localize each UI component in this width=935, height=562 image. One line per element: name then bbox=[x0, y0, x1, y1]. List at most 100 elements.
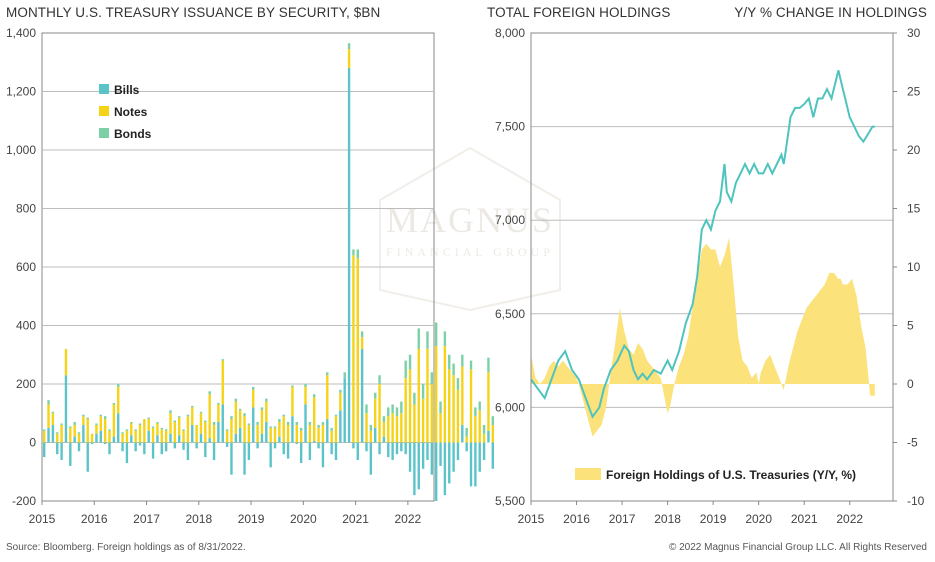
bar-notes bbox=[60, 424, 63, 443]
bar-bonds bbox=[204, 420, 207, 423]
bar-bills bbox=[64, 375, 68, 443]
y2-tick-label: 0 bbox=[907, 377, 914, 391]
bar-bonds bbox=[282, 414, 285, 417]
bar-bills bbox=[234, 433, 238, 443]
bar-notes bbox=[360, 337, 364, 349]
bar-bonds bbox=[269, 426, 272, 428]
bar-notes bbox=[308, 424, 312, 443]
bar-notes bbox=[117, 386, 120, 414]
bar-bonds bbox=[252, 386, 255, 390]
bar-notes bbox=[421, 398, 425, 443]
y2-tick-label: -10 bbox=[907, 494, 925, 508]
bar-bonds bbox=[191, 405, 194, 408]
bar-bills bbox=[151, 442, 155, 459]
bar-bonds bbox=[308, 422, 312, 425]
bar-notes bbox=[269, 427, 272, 443]
bar-bonds bbox=[95, 423, 98, 425]
bar-bonds bbox=[286, 422, 290, 425]
bar-bonds bbox=[221, 359, 224, 361]
bar-notes bbox=[199, 413, 203, 434]
bar-bills bbox=[160, 442, 163, 455]
footer-copyright: © 2022 Magnus Financial Group LLC. All R… bbox=[668, 542, 927, 553]
bar-bills bbox=[112, 436, 116, 443]
right-chart-title: TOTAL FOREIGN HOLDINGS bbox=[487, 5, 671, 20]
bar-notes bbox=[95, 424, 98, 434]
bar-bonds bbox=[295, 422, 298, 425]
bar-notes bbox=[395, 416, 399, 443]
bar-bills bbox=[191, 424, 194, 443]
bar-bonds bbox=[151, 426, 155, 428]
bar-bills bbox=[330, 442, 333, 455]
bar-notes bbox=[334, 416, 338, 443]
bar-notes bbox=[204, 422, 207, 443]
bar-bonds bbox=[260, 407, 264, 411]
bar-bills bbox=[42, 442, 46, 458]
bar-bills bbox=[421, 442, 425, 469]
legend-swatch-notes bbox=[99, 106, 109, 116]
legend-swatch-bills bbox=[99, 84, 109, 94]
bar-bonds bbox=[478, 401, 481, 411]
bar-bills bbox=[391, 442, 394, 461]
bar-bills bbox=[278, 436, 281, 443]
bar-bonds bbox=[430, 372, 434, 384]
bar-bills bbox=[434, 442, 438, 501]
x-tick-label: 2015 bbox=[518, 512, 545, 526]
bar-bonds bbox=[199, 411, 203, 414]
bar-bills bbox=[138, 442, 142, 446]
bar-notes bbox=[387, 416, 390, 443]
bar-bonds bbox=[103, 416, 107, 420]
x-tick-label: 2021 bbox=[342, 512, 369, 526]
x-tick-label: 2020 bbox=[745, 512, 772, 526]
bar-bills bbox=[304, 404, 307, 443]
bar-notes bbox=[64, 348, 68, 376]
bar-bills bbox=[299, 442, 303, 463]
y2-tick-label: -5 bbox=[907, 436, 918, 450]
bar-bills bbox=[230, 442, 233, 475]
bar-notes bbox=[313, 397, 316, 442]
bar-notes bbox=[299, 430, 303, 443]
watermark-text: MAGNUS bbox=[386, 200, 554, 240]
bar-notes bbox=[103, 419, 107, 443]
x-tick-label: 2017 bbox=[609, 512, 636, 526]
bar-bills bbox=[108, 442, 111, 455]
bar-bills bbox=[265, 422, 268, 443]
bar-bills bbox=[347, 68, 351, 443]
bar-notes bbox=[82, 416, 85, 425]
bar-bonds bbox=[317, 424, 320, 428]
bar-bills bbox=[295, 442, 298, 444]
bar-notes bbox=[238, 410, 242, 428]
bar-bills bbox=[487, 430, 490, 443]
legend-label-notes: Notes bbox=[114, 105, 148, 119]
bar-notes bbox=[252, 389, 255, 408]
bar-notes bbox=[430, 384, 434, 443]
bar-bills bbox=[121, 442, 124, 452]
bar-bills bbox=[95, 433, 98, 443]
bar-bills bbox=[404, 442, 407, 455]
y-tick-label: 7,000 bbox=[495, 213, 525, 227]
bar-bills bbox=[269, 442, 272, 468]
bar-notes bbox=[434, 345, 438, 443]
bar-bills bbox=[212, 442, 216, 461]
bar-notes bbox=[347, 49, 351, 69]
bar-bonds bbox=[182, 429, 185, 431]
bar-notes bbox=[400, 413, 403, 443]
bar-bills bbox=[208, 438, 211, 443]
bar-bonds bbox=[461, 354, 464, 367]
bar-bills bbox=[60, 442, 63, 461]
y-tick-label: 800 bbox=[16, 202, 36, 216]
bar-bills bbox=[199, 433, 203, 443]
bar-bills bbox=[86, 442, 89, 472]
x-tick-label: 2019 bbox=[700, 512, 727, 526]
bar-bills bbox=[117, 413, 120, 443]
bar-notes bbox=[295, 424, 298, 443]
bar-bonds bbox=[125, 429, 129, 431]
bar-notes bbox=[408, 369, 412, 443]
bar-notes bbox=[90, 433, 94, 443]
bar-notes bbox=[330, 430, 333, 443]
bar-notes bbox=[413, 404, 416, 443]
bar-bonds bbox=[278, 419, 281, 423]
bar-bonds bbox=[147, 417, 150, 420]
bar-bonds bbox=[130, 422, 133, 424]
bar-bills bbox=[456, 442, 460, 461]
bar-notes bbox=[47, 404, 50, 428]
